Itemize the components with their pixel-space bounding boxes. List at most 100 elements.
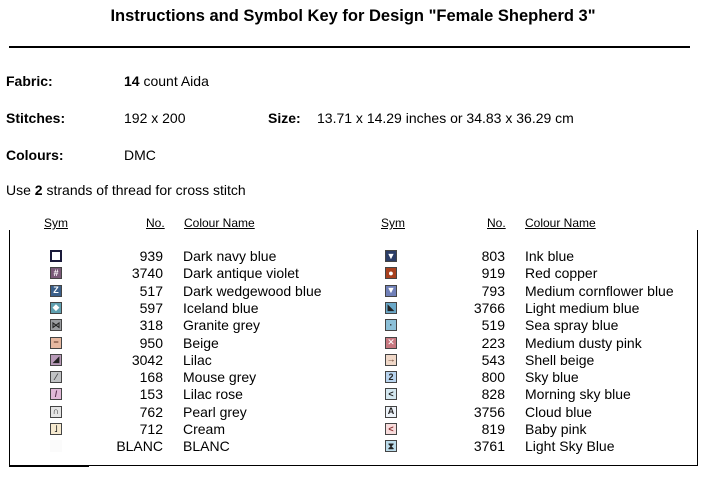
key-row: ◣ 3766 Light medium blue (0, 300, 706, 317)
key-row: A 3756 Cloud blue (0, 404, 706, 421)
colour-name: Dark antique violet (183, 265, 299, 282)
colour-name: Sky blue (525, 369, 579, 386)
fabric-value: 14 count Aida (124, 73, 209, 89)
size-label: Size: (268, 110, 301, 126)
colour-name: Lilac rose (183, 386, 243, 403)
dmc-number: 543 (481, 351, 505, 368)
hash-icon: # (50, 267, 62, 280)
dmc-number: 519 (481, 317, 505, 334)
letter-a-icon: A (385, 405, 397, 418)
header-sym-right: Sym (381, 216, 405, 230)
key-row: 939 Dark navy blue (0, 248, 706, 265)
fabric-count: 14 (124, 73, 140, 89)
symbol-key-box (9, 230, 698, 466)
colour-name: Cloud blue (525, 403, 592, 420)
dmc-number: 3756 (473, 403, 505, 420)
down-triangle-icon: ▼ (385, 250, 397, 262)
key-row: #3740 Dark antique violet (0, 265, 706, 282)
key-row: ˩ 712 Cream (0, 421, 706, 438)
dmc-number: 168 (139, 369, 163, 386)
colour-name: Iceland blue (183, 299, 259, 316)
strands-count: 2 (34, 182, 43, 198)
colour-name: Dark wedgewood blue (183, 282, 322, 299)
key-row: 2 800 Sky blue (0, 369, 706, 386)
strands-instruction: Use 2 strands of thread for cross stitch (6, 182, 246, 198)
triangle-corner-icon: ◣ (385, 301, 397, 314)
circle-icon: ● (385, 267, 397, 280)
key-row: ⁄ 168 Mouse grey (0, 369, 706, 386)
colour-name: Light medium blue (525, 299, 640, 316)
hourglass-icon: ⧗ (385, 440, 397, 453)
corner-icon: ˩ (50, 423, 62, 435)
colour-name: BLANC (183, 438, 230, 455)
stitches-value: 192 x 200 (124, 110, 186, 126)
key-row: · 519 Sea spray blue (0, 317, 706, 334)
dmc-number: 939 (139, 248, 163, 264)
dmc-number: 800 (481, 369, 505, 386)
strands-post: strands of thread for cross stitch (42, 182, 246, 198)
dmc-number: 803 (481, 248, 505, 264)
header-name-right: Colour Name (525, 216, 596, 230)
header-no-left: No. (146, 216, 165, 230)
open-square-icon (50, 250, 62, 262)
header-name-left: Colour Name (184, 216, 255, 230)
dmc-number: 950 (139, 334, 163, 351)
key-row: ▼ 793 Medium cornflower blue (0, 283, 706, 300)
colour-name: Granite grey (183, 317, 261, 334)
dmc-number: BLANC (116, 438, 163, 455)
header-sym-left: Sym (44, 216, 68, 230)
colours-value: DMC (124, 147, 156, 163)
minus-icon: − (50, 336, 62, 349)
colour-name: Medium dusty pink (525, 334, 642, 351)
dmc-number: 3761 (473, 438, 505, 455)
colour-name: Dark navy blue (183, 248, 277, 264)
dmc-number: 3766 (473, 299, 505, 316)
key-row: Z 517 Dark wedgewood blue (0, 283, 706, 300)
key-row: ∩ 762 Pearl grey (0, 404, 706, 421)
colour-name: Red copper (525, 265, 598, 282)
key-row: BLANC BLANC (0, 438, 706, 455)
key-row: ✕ 223 Medium dusty pink (0, 335, 706, 352)
key-row: <819 Baby pink (0, 421, 706, 438)
dmc-number: 793 (481, 282, 505, 299)
size-value: 13.71 x 14.29 inches or 34.83 x 36.29 cm (317, 110, 574, 126)
fabric-type: count Aida (139, 73, 209, 89)
dmc-number: 3740 (131, 265, 163, 282)
key-row: <828 Morning sky blue (0, 386, 706, 403)
dot-icon: · (385, 319, 397, 332)
slash-icon: / (50, 388, 62, 401)
header-no-right: No. (487, 216, 506, 230)
arch-icon: ∩ (50, 405, 62, 418)
key-row: ● 919 Red copper (0, 265, 706, 282)
dmc-number: 3042 (131, 351, 163, 368)
arrow-right-icon: → (385, 353, 397, 366)
slash-icon: ⁄ (50, 371, 62, 384)
dmc-number: 223 (481, 334, 505, 351)
key-row: ⧗ 3761 Light Sky Blue (0, 438, 706, 455)
diamond-icon: ◆ (50, 301, 62, 314)
dmc-number: 819 (481, 421, 505, 437)
dmc-number: 828 (481, 386, 505, 403)
key-row: → 543 Shell beige (0, 352, 706, 369)
triangle-corner-icon: ◢ (50, 353, 62, 366)
colour-name: Beige (183, 334, 219, 351)
dmc-number: 517 (139, 282, 163, 299)
dmc-number: 762 (139, 403, 163, 420)
key-row: ▼ 803 Ink blue (0, 248, 706, 265)
footer-rule (9, 466, 89, 467)
less-than-icon: < (385, 388, 397, 401)
strands-pre: Use (6, 182, 35, 198)
document-title: Instructions and Symbol Key for Design "… (110, 7, 596, 25)
bowtie-icon: ⋈ (50, 319, 62, 332)
cross-icon: ✕ (385, 336, 397, 349)
two-icon: 2 (385, 371, 397, 384)
blank-icon (50, 440, 62, 453)
key-row: ⋈ 318 Granite grey (0, 317, 706, 334)
title-underline (9, 46, 690, 48)
fabric-label: Fabric: (6, 73, 53, 89)
dmc-number: 597 (139, 299, 163, 316)
dmc-number: 919 (481, 265, 505, 282)
stitches-label: Stitches: (6, 110, 66, 126)
key-row: ◆ 597 Iceland blue (0, 300, 706, 317)
colour-name: Sea spray blue (525, 317, 619, 334)
